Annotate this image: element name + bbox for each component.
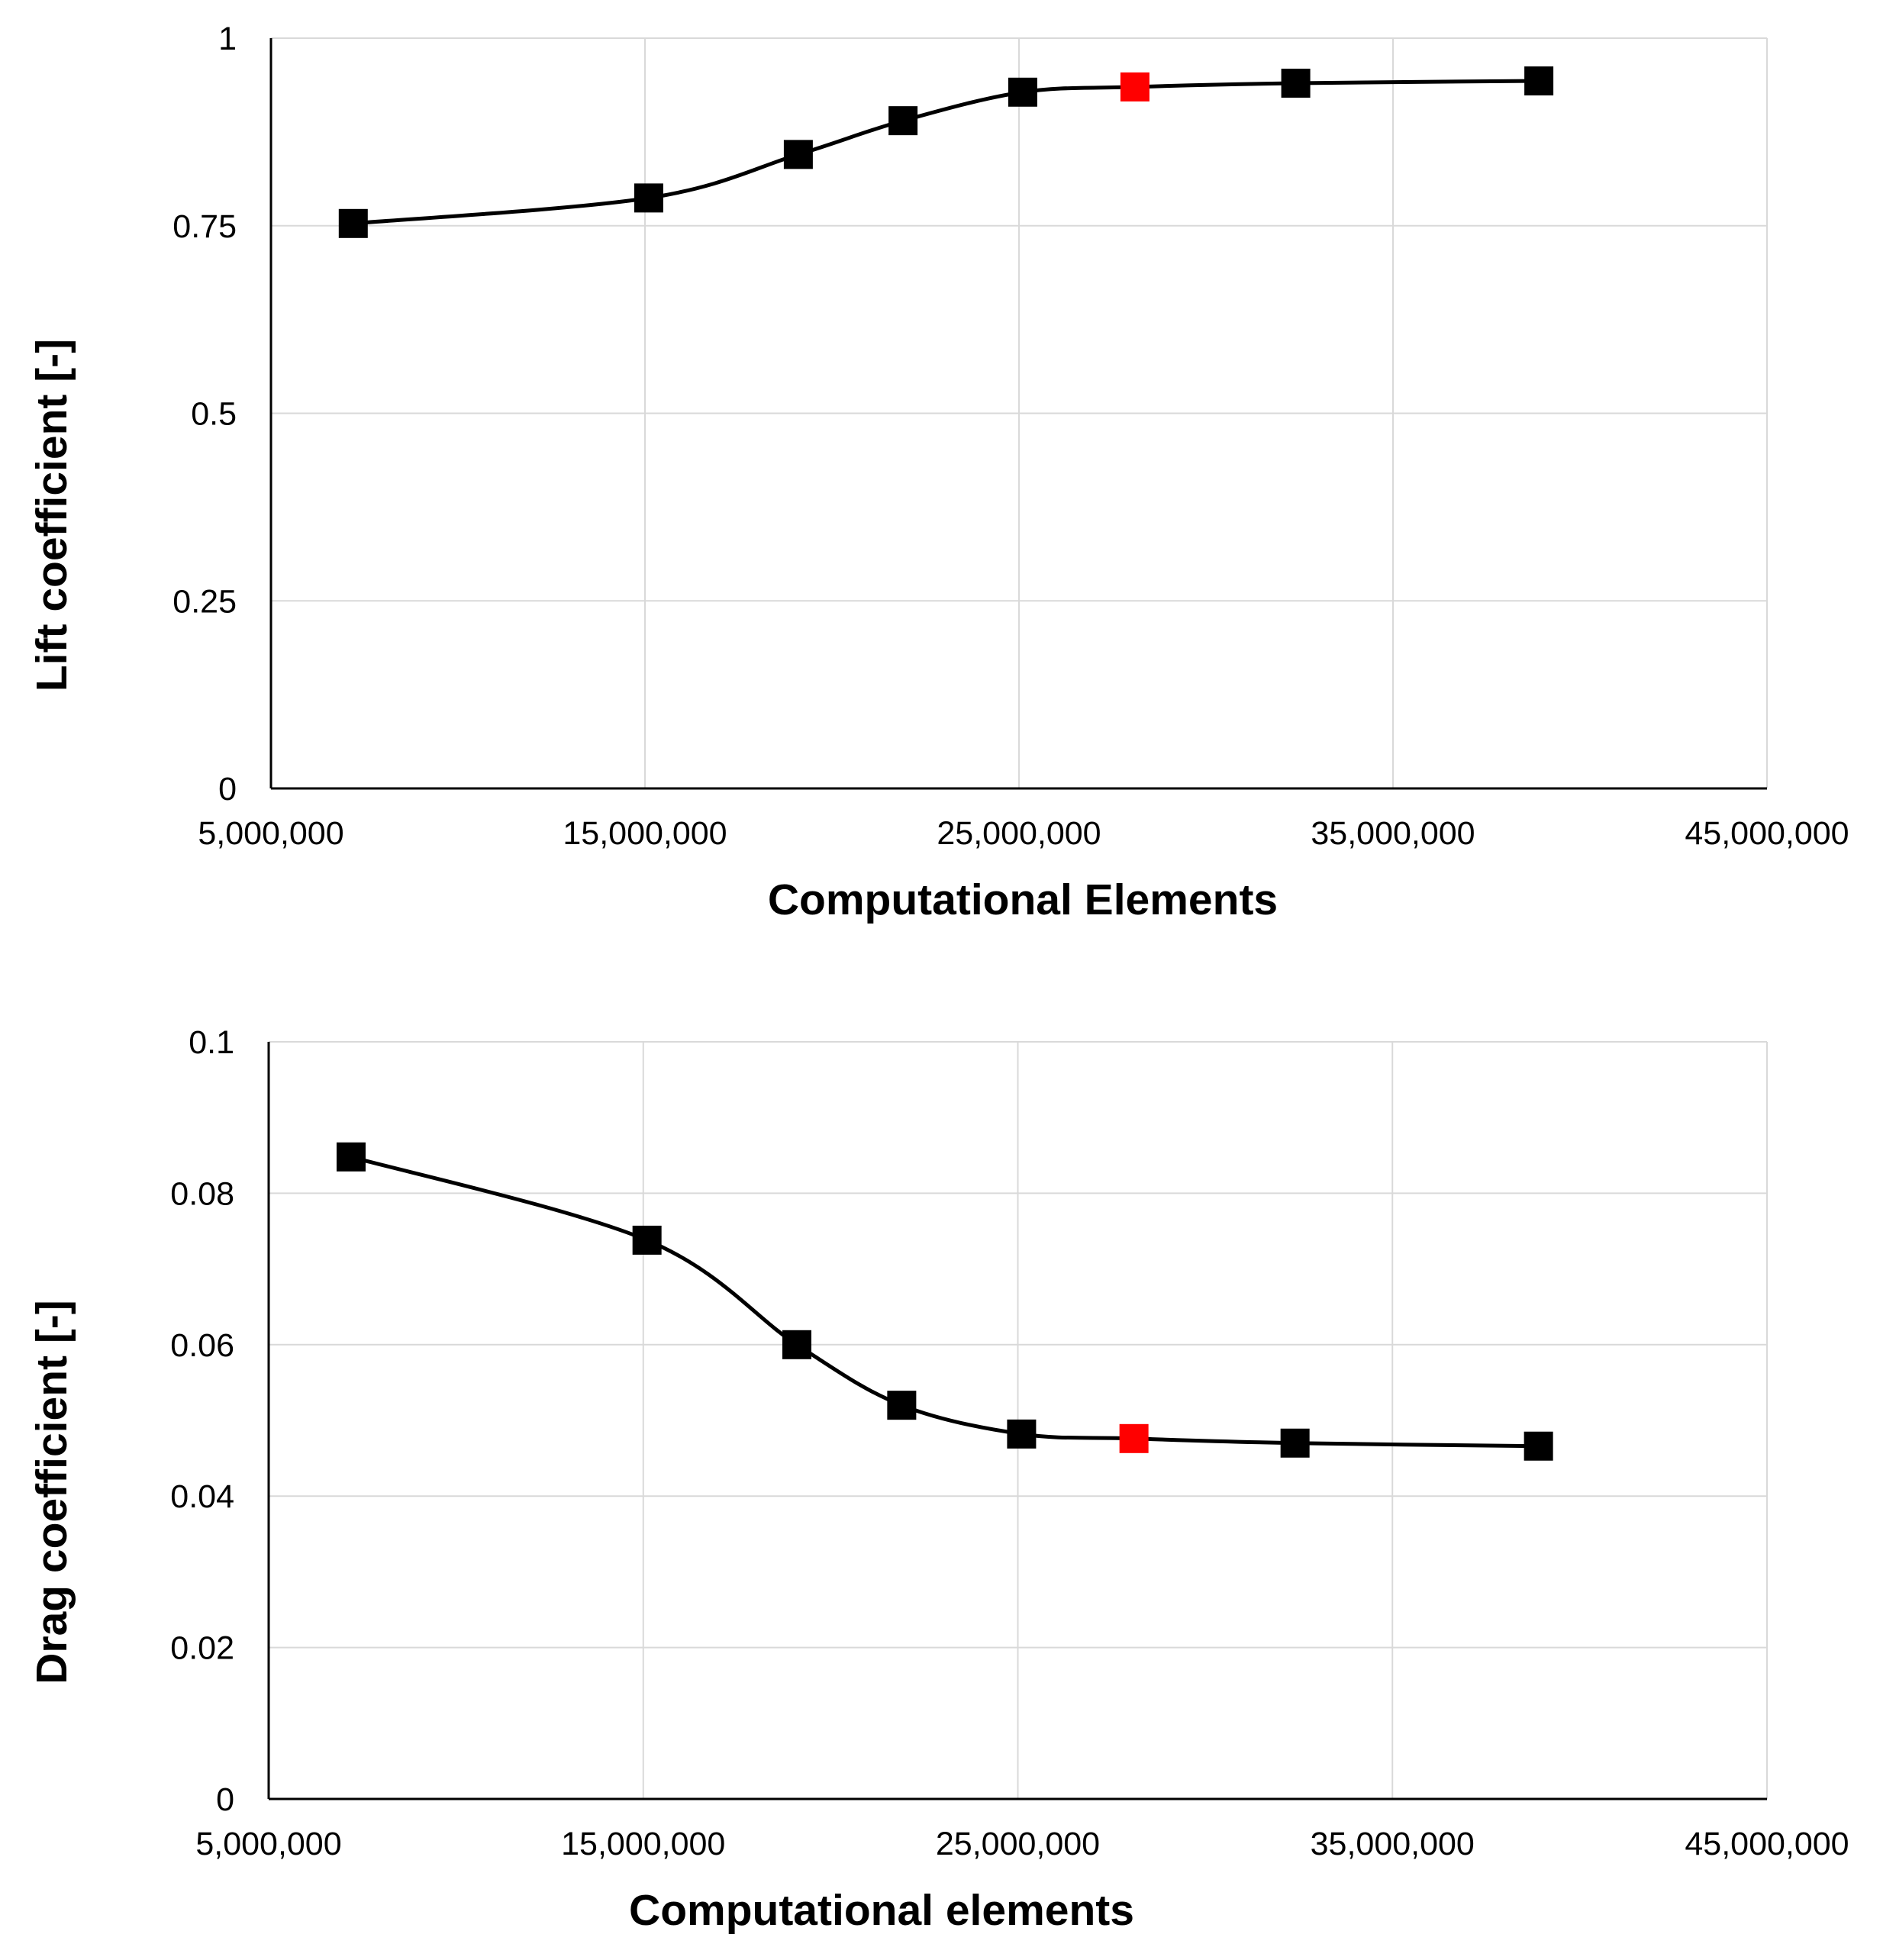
drag-axes (267, 1042, 1767, 1800)
lift-x-tick-label: 45,000,000 (1685, 815, 1849, 852)
drag-y-tick-label: 0.08 (170, 1175, 234, 1212)
drag-y-tick-label: 0.06 (170, 1327, 234, 1364)
lift-y-tick-label: 0 (218, 771, 237, 808)
drag-series-line (350, 1155, 1539, 1449)
drag-data-marker (632, 1225, 662, 1255)
lift-coefficient-chart: 5,000,000 15,000,000 25,000,000 35,000,000 4… (27, 21, 1849, 924)
drag-series (336, 1142, 1553, 1461)
drag-x-tick-label: 45,000,000 (1685, 1826, 1849, 1862)
lift-y-tick-label: 0.25 (173, 583, 237, 620)
lift-gridlines (271, 37, 1768, 788)
drag-data-marker (1524, 1431, 1553, 1461)
drag-coefficient-chart: 5,000,000 15,000,000 25,000,000 35,000,000 4… (27, 1024, 1849, 1935)
drag-data-marker (336, 1142, 366, 1172)
drag-gridlines (269, 1041, 1768, 1799)
drag-tick-labels: 5,000,000 15,000,000 25,000,000 35,000,000 4… (170, 1024, 1849, 1862)
drag-x-tick-label: 25,000,000 (936, 1826, 1100, 1862)
lift-data-marker (1008, 77, 1037, 107)
lift-tick-labels: 5,000,000 15,000,000 25,000,000 35,000,000 4… (173, 21, 1849, 852)
lift-axes (269, 38, 1767, 790)
lift-y-tick-label: 1 (218, 21, 237, 57)
drag-data-marker (1007, 1419, 1037, 1449)
lift-data-marker (634, 183, 663, 213)
drag-data-marker (1280, 1428, 1310, 1458)
lift-x-tick-label: 25,000,000 (937, 815, 1101, 852)
lift-highlight-marker (1120, 72, 1150, 102)
lift-data-marker (783, 140, 813, 169)
lift-data-marker (338, 208, 368, 238)
drag-x-axis-title: Computational elements (629, 1886, 1134, 1935)
drag-y-tick-label: 0.04 (170, 1478, 234, 1515)
lift-x-axis-title: Computational Elements (768, 875, 1278, 924)
lift-x-tick-label: 5,000,000 (198, 815, 343, 852)
lift-y-axis-title: Lift coefficient [-] (27, 339, 76, 691)
drag-x-tick-label: 15,000,000 (561, 1826, 725, 1862)
drag-highlight-marker (1119, 1423, 1149, 1453)
drag-y-tick-label: 0 (216, 1781, 234, 1818)
lift-data-marker (888, 106, 918, 136)
lift-x-tick-label: 35,000,000 (1311, 815, 1475, 852)
lift-y-tick-label: 0.75 (173, 208, 237, 245)
lift-data-marker (1524, 66, 1554, 96)
drag-x-tick-label: 35,000,000 (1311, 1826, 1475, 1862)
lift-x-tick-label: 15,000,000 (563, 815, 727, 852)
drag-y-tick-label: 0.02 (170, 1630, 234, 1667)
drag-y-tick-label: 0.1 (189, 1024, 234, 1061)
drag-data-marker (782, 1330, 811, 1359)
lift-y-tick-label: 0.5 (191, 396, 237, 433)
lift-series-line (353, 79, 1540, 226)
lift-series (338, 66, 1554, 238)
drag-x-tick-label: 5,000,000 (195, 1826, 341, 1862)
drag-y-axis-title: Drag coefficient [-] (27, 1300, 76, 1684)
drag-data-marker (887, 1391, 917, 1420)
lift-data-marker (1281, 68, 1311, 98)
